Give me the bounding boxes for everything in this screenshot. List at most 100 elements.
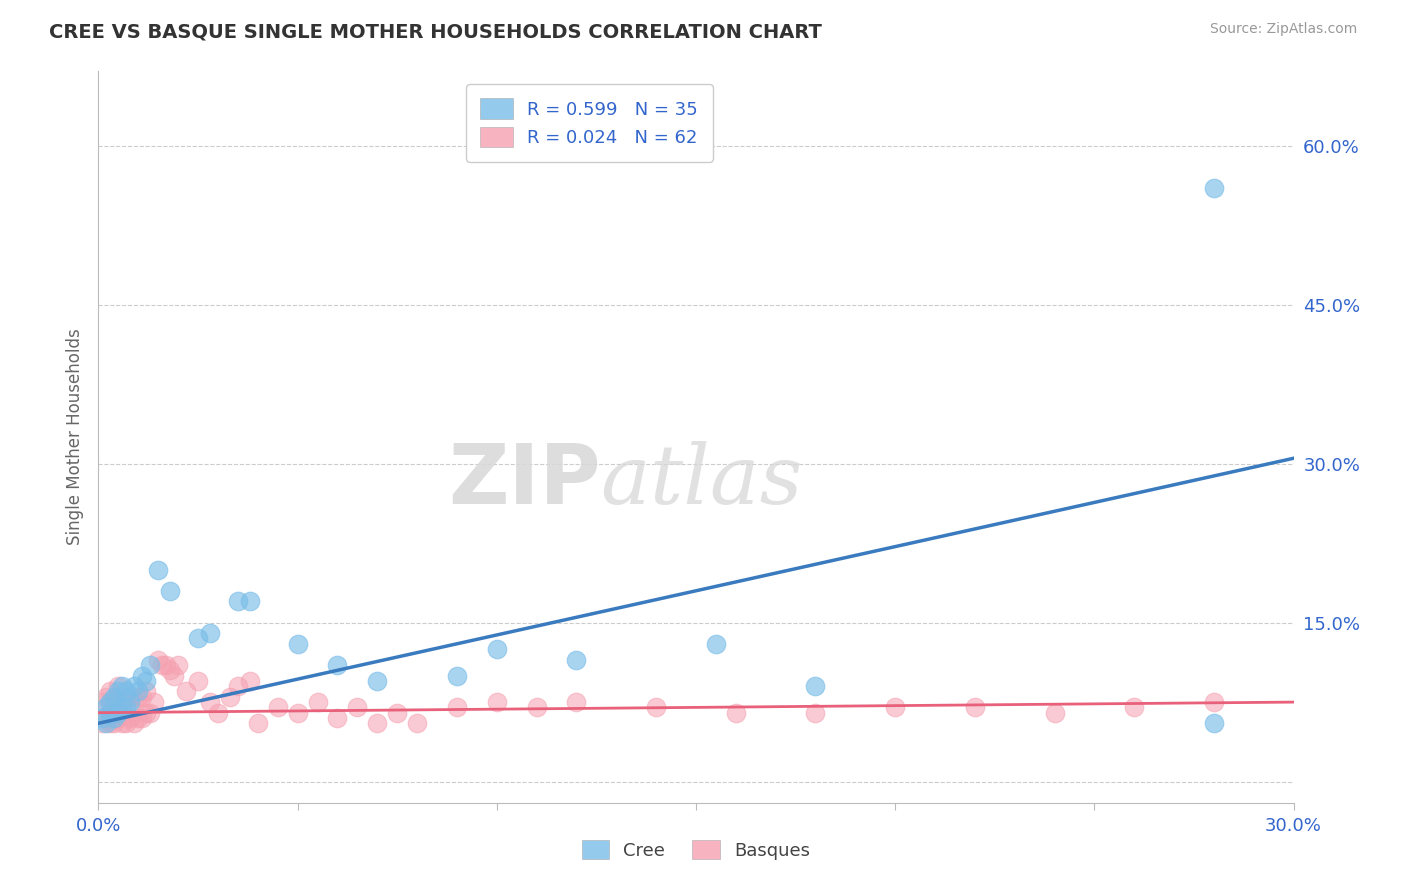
Point bbox=[96, 690, 118, 704]
Point bbox=[103, 716, 125, 731]
Point bbox=[267, 700, 290, 714]
Point bbox=[120, 695, 142, 709]
Point bbox=[111, 695, 134, 709]
Point bbox=[804, 679, 827, 693]
Point bbox=[107, 711, 129, 725]
Point bbox=[107, 684, 129, 698]
Point bbox=[111, 716, 134, 731]
Point bbox=[226, 679, 249, 693]
Point bbox=[98, 706, 122, 720]
Point bbox=[565, 695, 588, 709]
Point bbox=[139, 706, 162, 720]
Point bbox=[1123, 700, 1146, 714]
Point bbox=[103, 695, 125, 709]
Point bbox=[107, 679, 129, 693]
Point bbox=[124, 679, 146, 693]
Point bbox=[326, 658, 349, 673]
Point bbox=[155, 658, 177, 673]
Point bbox=[1202, 181, 1225, 195]
Point bbox=[326, 711, 349, 725]
Point bbox=[103, 711, 125, 725]
Text: ZIP: ZIP bbox=[449, 441, 600, 522]
Point bbox=[115, 716, 138, 731]
Point bbox=[120, 711, 142, 725]
Text: Source: ZipAtlas.com: Source: ZipAtlas.com bbox=[1209, 22, 1357, 37]
Point bbox=[159, 663, 181, 677]
Point bbox=[485, 695, 508, 709]
Point bbox=[143, 695, 166, 709]
Point bbox=[246, 716, 269, 731]
Point bbox=[1202, 695, 1225, 709]
Point bbox=[207, 706, 229, 720]
Point bbox=[135, 673, 157, 688]
Point bbox=[526, 700, 548, 714]
Point bbox=[91, 695, 114, 709]
Point bbox=[96, 711, 118, 725]
Point bbox=[174, 684, 197, 698]
Point bbox=[135, 706, 157, 720]
Point bbox=[148, 563, 170, 577]
Point bbox=[98, 716, 122, 731]
Point bbox=[1202, 716, 1225, 731]
Point bbox=[115, 690, 138, 704]
Point bbox=[107, 700, 129, 714]
Point bbox=[98, 695, 122, 709]
Y-axis label: Single Mother Households: Single Mother Households bbox=[66, 329, 84, 545]
Point bbox=[148, 653, 170, 667]
Point bbox=[127, 684, 149, 698]
Point bbox=[91, 711, 114, 725]
Point bbox=[111, 679, 134, 693]
Legend: Cree, Basques: Cree, Basques bbox=[575, 833, 817, 867]
Point bbox=[366, 673, 388, 688]
Point bbox=[219, 690, 242, 704]
Point bbox=[159, 583, 181, 598]
Point bbox=[446, 700, 468, 714]
Point bbox=[115, 700, 138, 714]
Point bbox=[115, 684, 138, 698]
Point bbox=[187, 673, 209, 688]
Point bbox=[163, 668, 186, 682]
Point bbox=[239, 594, 262, 608]
Point bbox=[198, 695, 221, 709]
Point bbox=[150, 658, 173, 673]
Point bbox=[565, 653, 588, 667]
Point bbox=[107, 706, 129, 720]
Point bbox=[485, 642, 508, 657]
Point bbox=[226, 594, 249, 608]
Text: atlas: atlas bbox=[600, 441, 803, 521]
Point bbox=[98, 684, 122, 698]
Point bbox=[406, 716, 429, 731]
Point bbox=[446, 668, 468, 682]
Point bbox=[385, 706, 409, 720]
Point bbox=[307, 695, 329, 709]
Point bbox=[103, 690, 125, 704]
Point bbox=[704, 637, 727, 651]
Point bbox=[135, 684, 157, 698]
Point bbox=[131, 690, 153, 704]
Point bbox=[167, 658, 190, 673]
Point bbox=[96, 700, 118, 714]
Point bbox=[111, 700, 134, 714]
Point bbox=[239, 673, 262, 688]
Point bbox=[804, 706, 827, 720]
Point bbox=[198, 626, 221, 640]
Text: CREE VS BASQUE SINGLE MOTHER HOUSEHOLDS CORRELATION CHART: CREE VS BASQUE SINGLE MOTHER HOUSEHOLDS … bbox=[49, 22, 823, 41]
Point bbox=[287, 637, 309, 651]
Point bbox=[131, 668, 153, 682]
Point bbox=[127, 711, 149, 725]
Point bbox=[96, 716, 118, 731]
Point bbox=[963, 700, 986, 714]
Point bbox=[366, 716, 388, 731]
Point bbox=[884, 700, 907, 714]
Point bbox=[1043, 706, 1066, 720]
Point bbox=[187, 632, 209, 646]
Point bbox=[124, 695, 146, 709]
Point bbox=[124, 716, 146, 731]
Point bbox=[139, 658, 162, 673]
Point bbox=[91, 716, 114, 731]
Point bbox=[131, 711, 153, 725]
Point bbox=[98, 706, 122, 720]
Point bbox=[127, 690, 149, 704]
Point bbox=[120, 690, 142, 704]
Point bbox=[346, 700, 368, 714]
